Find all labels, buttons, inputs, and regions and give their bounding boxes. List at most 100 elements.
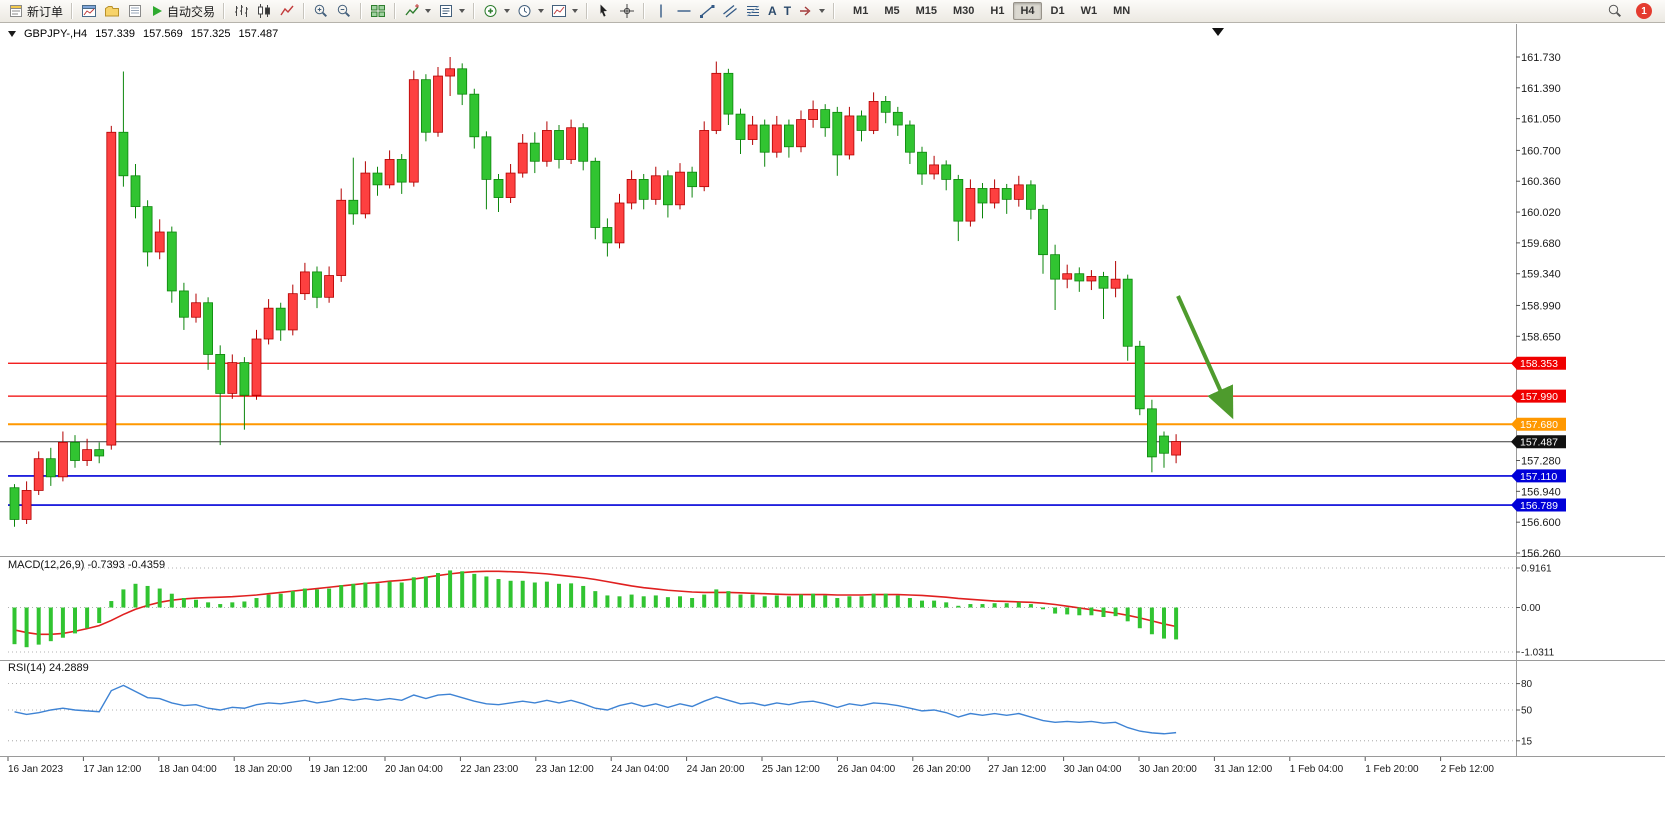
price-badge-157.487 — [1511, 435, 1566, 449]
profiles-button[interactable] — [101, 1, 123, 21]
chart-window-button[interactable] — [78, 1, 100, 21]
cursor-button[interactable] — [593, 1, 615, 21]
rsi-panel — [8, 683, 1516, 742]
svg-text:158.353: 158.353 — [1520, 358, 1558, 370]
fibonacci-button[interactable] — [742, 1, 764, 21]
periods-button[interactable] — [514, 1, 547, 21]
timeframe-button-W1[interactable]: W1 — [1080, 5, 1098, 17]
rsi-line — [14, 684, 1177, 735]
candlestick-chart-icon — [258, 4, 271, 18]
indicators-button[interactable] — [401, 1, 434, 21]
svg-text:25 Jan 12:00: 25 Jan 12:00 — [762, 764, 820, 775]
autotrading-play-icon — [153, 6, 163, 16]
timeframe-button-M15[interactable]: M15 — [915, 5, 938, 17]
svg-text:159.340: 159.340 — [1521, 269, 1561, 281]
timeframe-button-H1[interactable]: H1 — [990, 5, 1005, 17]
candlestick-chart-button[interactable] — [253, 1, 275, 21]
dropdown-caret — [819, 9, 826, 13]
objects-list-button[interactable] — [435, 1, 468, 21]
svg-text:160.020: 160.020 — [1521, 207, 1561, 219]
add-indicator-button[interactable] — [480, 1, 513, 21]
svg-text:26 Jan 04:00: 26 Jan 04:00 — [837, 764, 895, 775]
autotrading-button[interactable]: 自动交易 — [147, 1, 218, 21]
timeframe-button-M30[interactable]: M30 — [953, 5, 975, 17]
symbol-dropdown-button[interactable] — [8, 31, 16, 37]
text-label-button[interactable]: T — [781, 1, 794, 21]
separator — [833, 3, 836, 19]
line-chart-button[interactable] — [276, 1, 298, 21]
svg-text:22 Jan 23:00: 22 Jan 23:00 — [460, 764, 518, 775]
autotrading-label: 自动交易 — [167, 4, 216, 19]
vertical-line-button[interactable] — [650, 1, 672, 21]
svg-text:30 Jan 04:00: 30 Jan 04:00 — [1064, 764, 1122, 775]
svg-text:161.730: 161.730 — [1521, 52, 1561, 64]
horizontal-level-lines[interactable] — [0, 362, 1516, 506]
separator — [473, 3, 476, 19]
data-window-button[interactable] — [124, 1, 146, 21]
search-button[interactable] — [1604, 1, 1626, 21]
svg-text:1 Feb 04:00: 1 Feb 04:00 — [1290, 764, 1344, 775]
tile-windows-button[interactable] — [367, 1, 389, 21]
timeframe-button-MN[interactable]: MN — [1113, 5, 1131, 17]
crosshair-button[interactable] — [616, 1, 638, 21]
timeframe-button-H4[interactable]: H4 — [1013, 2, 1042, 20]
separator — [303, 3, 306, 19]
channel-button[interactable] — [719, 1, 741, 21]
notification-badge[interactable]: 1 — [1636, 3, 1652, 19]
svg-text:17 Jan 12:00: 17 Jan 12:00 — [83, 764, 141, 775]
svg-text:18 Jan 20:00: 18 Jan 20:00 — [234, 764, 292, 775]
price-badge-156.789 — [1511, 498, 1566, 512]
bar-chart-button[interactable] — [230, 1, 252, 21]
cursor-icon — [600, 4, 608, 17]
zoom-out-button[interactable] — [333, 1, 355, 21]
ohlc-low: 157.325 — [190, 28, 231, 40]
text-label-icon: T — [783, 4, 792, 18]
trendline-icon — [700, 5, 715, 18]
channel-icon — [723, 4, 737, 18]
price-badge-158.353 — [1511, 356, 1566, 370]
templates-button[interactable] — [548, 1, 581, 21]
vertical-line-icon — [660, 4, 662, 18]
svg-text:24 Jan 20:00: 24 Jan 20:00 — [687, 764, 745, 775]
svg-text:-1.0311: -1.0311 — [1521, 648, 1555, 659]
price-badge-157.990 — [1511, 389, 1566, 403]
separator — [394, 3, 397, 19]
price-axis[interactable]: 161.730 161.390 161.050 160.700 160.360 160.0… — [1511, 52, 1566, 560]
trend-arrow[interactable] — [1176, 295, 1234, 420]
candlesticks — [9, 57, 1181, 527]
chart-title-bar: GBPJPY-,H4 157.339 157.569 157.325 157.4… — [8, 28, 279, 40]
zoom-out-icon — [337, 4, 351, 18]
svg-text:0.9161: 0.9161 — [1521, 564, 1552, 575]
svg-text:159.680: 159.680 — [1521, 238, 1561, 250]
svg-text:157.487: 157.487 — [1520, 437, 1558, 449]
trendline-button[interactable] — [696, 1, 718, 21]
svg-text:23 Jan 12:00: 23 Jan 12:00 — [536, 764, 594, 775]
toolbar-right: 1 — [1604, 1, 1660, 21]
svg-text:31 Jan 12:00: 31 Jan 12:00 — [1214, 764, 1272, 775]
svg-text:50: 50 — [1521, 706, 1533, 717]
timeframe-button-M5[interactable]: M5 — [884, 5, 900, 17]
text-button[interactable]: A — [765, 1, 780, 21]
rsi-axis: 80 50 15 — [1516, 679, 1533, 747]
time-axis[interactable]: 16 Jan 2023 17 Jan 12:00 18 Jan 04:00 18 Ja… — [7, 757, 1494, 775]
ohlc-close: 157.487 — [238, 28, 279, 40]
chart-window-icon — [82, 5, 97, 17]
chart-shift-marker[interactable] — [1212, 28, 1224, 36]
ohlc-high: 157.569 — [142, 28, 183, 40]
arrows-button[interactable] — [795, 1, 828, 21]
timeframe-button-D1[interactable]: D1 — [1050, 5, 1065, 17]
svg-text:27 Jan 12:00: 27 Jan 12:00 — [988, 764, 1046, 775]
svg-text:19 Jan 12:00: 19 Jan 12:00 — [310, 764, 368, 775]
toolbar: 新订单 自动交易 — [0, 0, 1665, 23]
new-order-button[interactable]: 新订单 — [5, 1, 66, 21]
zoom-in-button[interactable] — [310, 1, 332, 21]
new-order-label: 新订单 — [27, 4, 64, 19]
svg-text:157.680: 157.680 — [1520, 419, 1558, 431]
timeframe-toolbar: M1 M5 M15 M30 H1 H4 D1 W1 MN — [846, 2, 1137, 20]
svg-text:20 Jan 04:00: 20 Jan 04:00 — [385, 764, 443, 775]
horizontal-line-button[interactable] — [673, 1, 695, 21]
indicators-icon — [405, 4, 420, 16]
timeframe-button-M1[interactable]: M1 — [853, 5, 869, 17]
